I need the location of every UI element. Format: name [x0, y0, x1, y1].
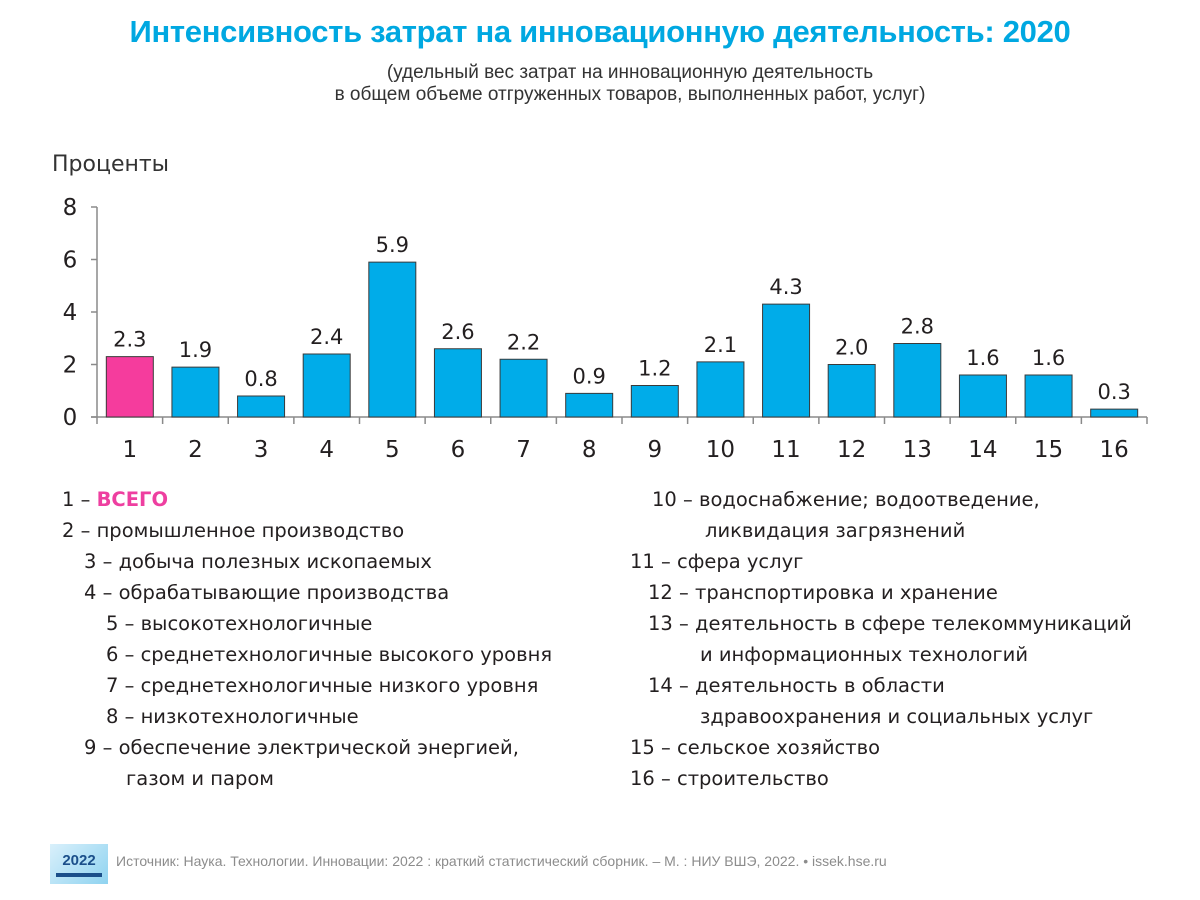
- legend-item: газом и паром: [126, 767, 274, 790]
- legend-item: здравоохранения и социальных услуг: [700, 705, 1094, 728]
- bar: [499, 358, 548, 418]
- y-tick-label: 0: [63, 405, 78, 431]
- x-tick-label: 7: [516, 437, 531, 463]
- legend-item: ликвидация загрязнений: [705, 519, 966, 542]
- bar: [893, 343, 942, 418]
- bar: [565, 392, 614, 418]
- bar-chart: 0 2 4 6 8 2.3 1 1.9 2 0.8 3 2.4 4 5.9 5 2.6 6 2.2 7 0.9 8 1.2…: [63, 195, 1148, 463]
- legend-right-column: 10 – водоснабжение; водоотведение, ликви…: [630, 484, 1132, 794]
- bar-value-label: 1.2: [638, 357, 671, 381]
- bar-value-label: 0.8: [244, 367, 277, 391]
- legend-item: 10 – водоснабжение; водоотведение,: [652, 488, 1040, 511]
- bar-value-label: 2.1: [704, 333, 737, 357]
- cover-year: 2022: [62, 852, 96, 869]
- bar-value-label: 2.3: [113, 328, 146, 352]
- y-axis-label: Проценты: [52, 152, 170, 177]
- legend-item: 9 – обеспечение электрической энергией,: [84, 736, 519, 759]
- y-tick-label: 6: [63, 248, 78, 274]
- bar: [368, 261, 417, 418]
- legend-item: 12 – транспортировка и хранение: [648, 581, 998, 604]
- y-tick-label: 4: [63, 300, 78, 326]
- bar-value-label: 2.2: [507, 330, 540, 354]
- x-tick-label: 10: [706, 437, 735, 463]
- legend-item: 11 – сфера услуг: [630, 550, 804, 573]
- x-tick-label: 13: [903, 437, 932, 463]
- legend-item: 2 – промышленное производство: [62, 519, 405, 542]
- x-tick-label: 8: [582, 437, 597, 463]
- source-text: Источник: Наука. Технологии. Инновации: …: [116, 853, 887, 869]
- bar: [630, 385, 679, 418]
- x-tick-label: 9: [647, 437, 662, 463]
- bar: [171, 366, 220, 418]
- bar: [1024, 374, 1073, 418]
- legend-item: 13 – деятельность в сфере телекоммуникац…: [648, 612, 1132, 635]
- bar: [696, 361, 745, 418]
- x-tick-label: 15: [1034, 437, 1063, 463]
- bar: [433, 348, 482, 418]
- bar-value-label: 0.9: [572, 364, 605, 388]
- bar: [958, 374, 1007, 418]
- bar: [237, 395, 286, 418]
- x-tick-label: 5: [385, 437, 400, 463]
- bar-value-label: 1.6: [1032, 346, 1065, 370]
- bar: [105, 356, 154, 418]
- bar: [1090, 408, 1139, 418]
- legend-item: 7 – среднетехнологичные низкого уровня: [106, 674, 539, 697]
- bar-value-label: 5.9: [376, 233, 409, 257]
- legend-item: 16 – строительство: [630, 767, 829, 790]
- source-footer: 2022 Источник: Наука. Технологии. Иннова…: [50, 838, 887, 884]
- bar: [827, 364, 876, 418]
- legend-left-column: 1 – ВСЕГО 2 – промышленное производство …: [62, 484, 552, 794]
- bar-value-label: 2.6: [441, 320, 474, 344]
- bar-value-label: 2.4: [310, 325, 343, 349]
- legend-item: и информационных технологий: [700, 643, 1029, 666]
- legend-item: 6 – среднетехнологичные высокого уровня: [106, 643, 553, 666]
- bar-value-label: 2.0: [835, 336, 868, 360]
- bar-value-label: 1.6: [966, 346, 999, 370]
- x-tick-label: 11: [771, 437, 800, 463]
- legend-item: 3 – добыча полезных ископаемых: [84, 550, 432, 573]
- legend-item: 5 – высокотехнологичные: [106, 612, 373, 635]
- legend-item: 8 – низкотехнологичные: [106, 705, 359, 728]
- x-tick-label: 12: [837, 437, 866, 463]
- book-cover-icon: 2022: [50, 838, 108, 884]
- y-tick-label: 8: [63, 195, 78, 221]
- bar-value-label: 1.9: [179, 338, 212, 362]
- legend-item: 14 – деятельность в области: [648, 674, 945, 697]
- bar-value-label: 0.3: [1097, 380, 1130, 404]
- x-tick-label: 3: [254, 437, 269, 463]
- chart-subtitle: (удельный вес затрат на инновационную де…: [0, 62, 1200, 106]
- y-tick-label: 2: [63, 353, 78, 379]
- x-tick-label: 16: [1100, 437, 1129, 463]
- subtitle-line-2: в общем объеме отгруженных товаров, выпо…: [334, 84, 926, 105]
- legend-item: 4 – обрабатывающие производства: [84, 581, 450, 604]
- chart-title: Интенсивность затрат на инновационную де…: [129, 14, 1071, 49]
- bar: [302, 353, 351, 418]
- x-tick-label: 4: [319, 437, 334, 463]
- x-tick-label: 1: [122, 437, 137, 463]
- legend-item: 1 – ВСЕГО: [62, 488, 169, 511]
- x-tick-label: 6: [451, 437, 466, 463]
- bar: [762, 303, 811, 418]
- x-tick-label: 14: [968, 437, 997, 463]
- bar-value-label: 2.8: [901, 315, 934, 339]
- x-tick-label: 2: [188, 437, 203, 463]
- subtitle-line-1: (удельный вес затрат на инновационную де…: [386, 62, 874, 83]
- legend-item: 15 – сельское хозяйство: [630, 736, 881, 759]
- bar-value-label: 4.3: [769, 275, 802, 299]
